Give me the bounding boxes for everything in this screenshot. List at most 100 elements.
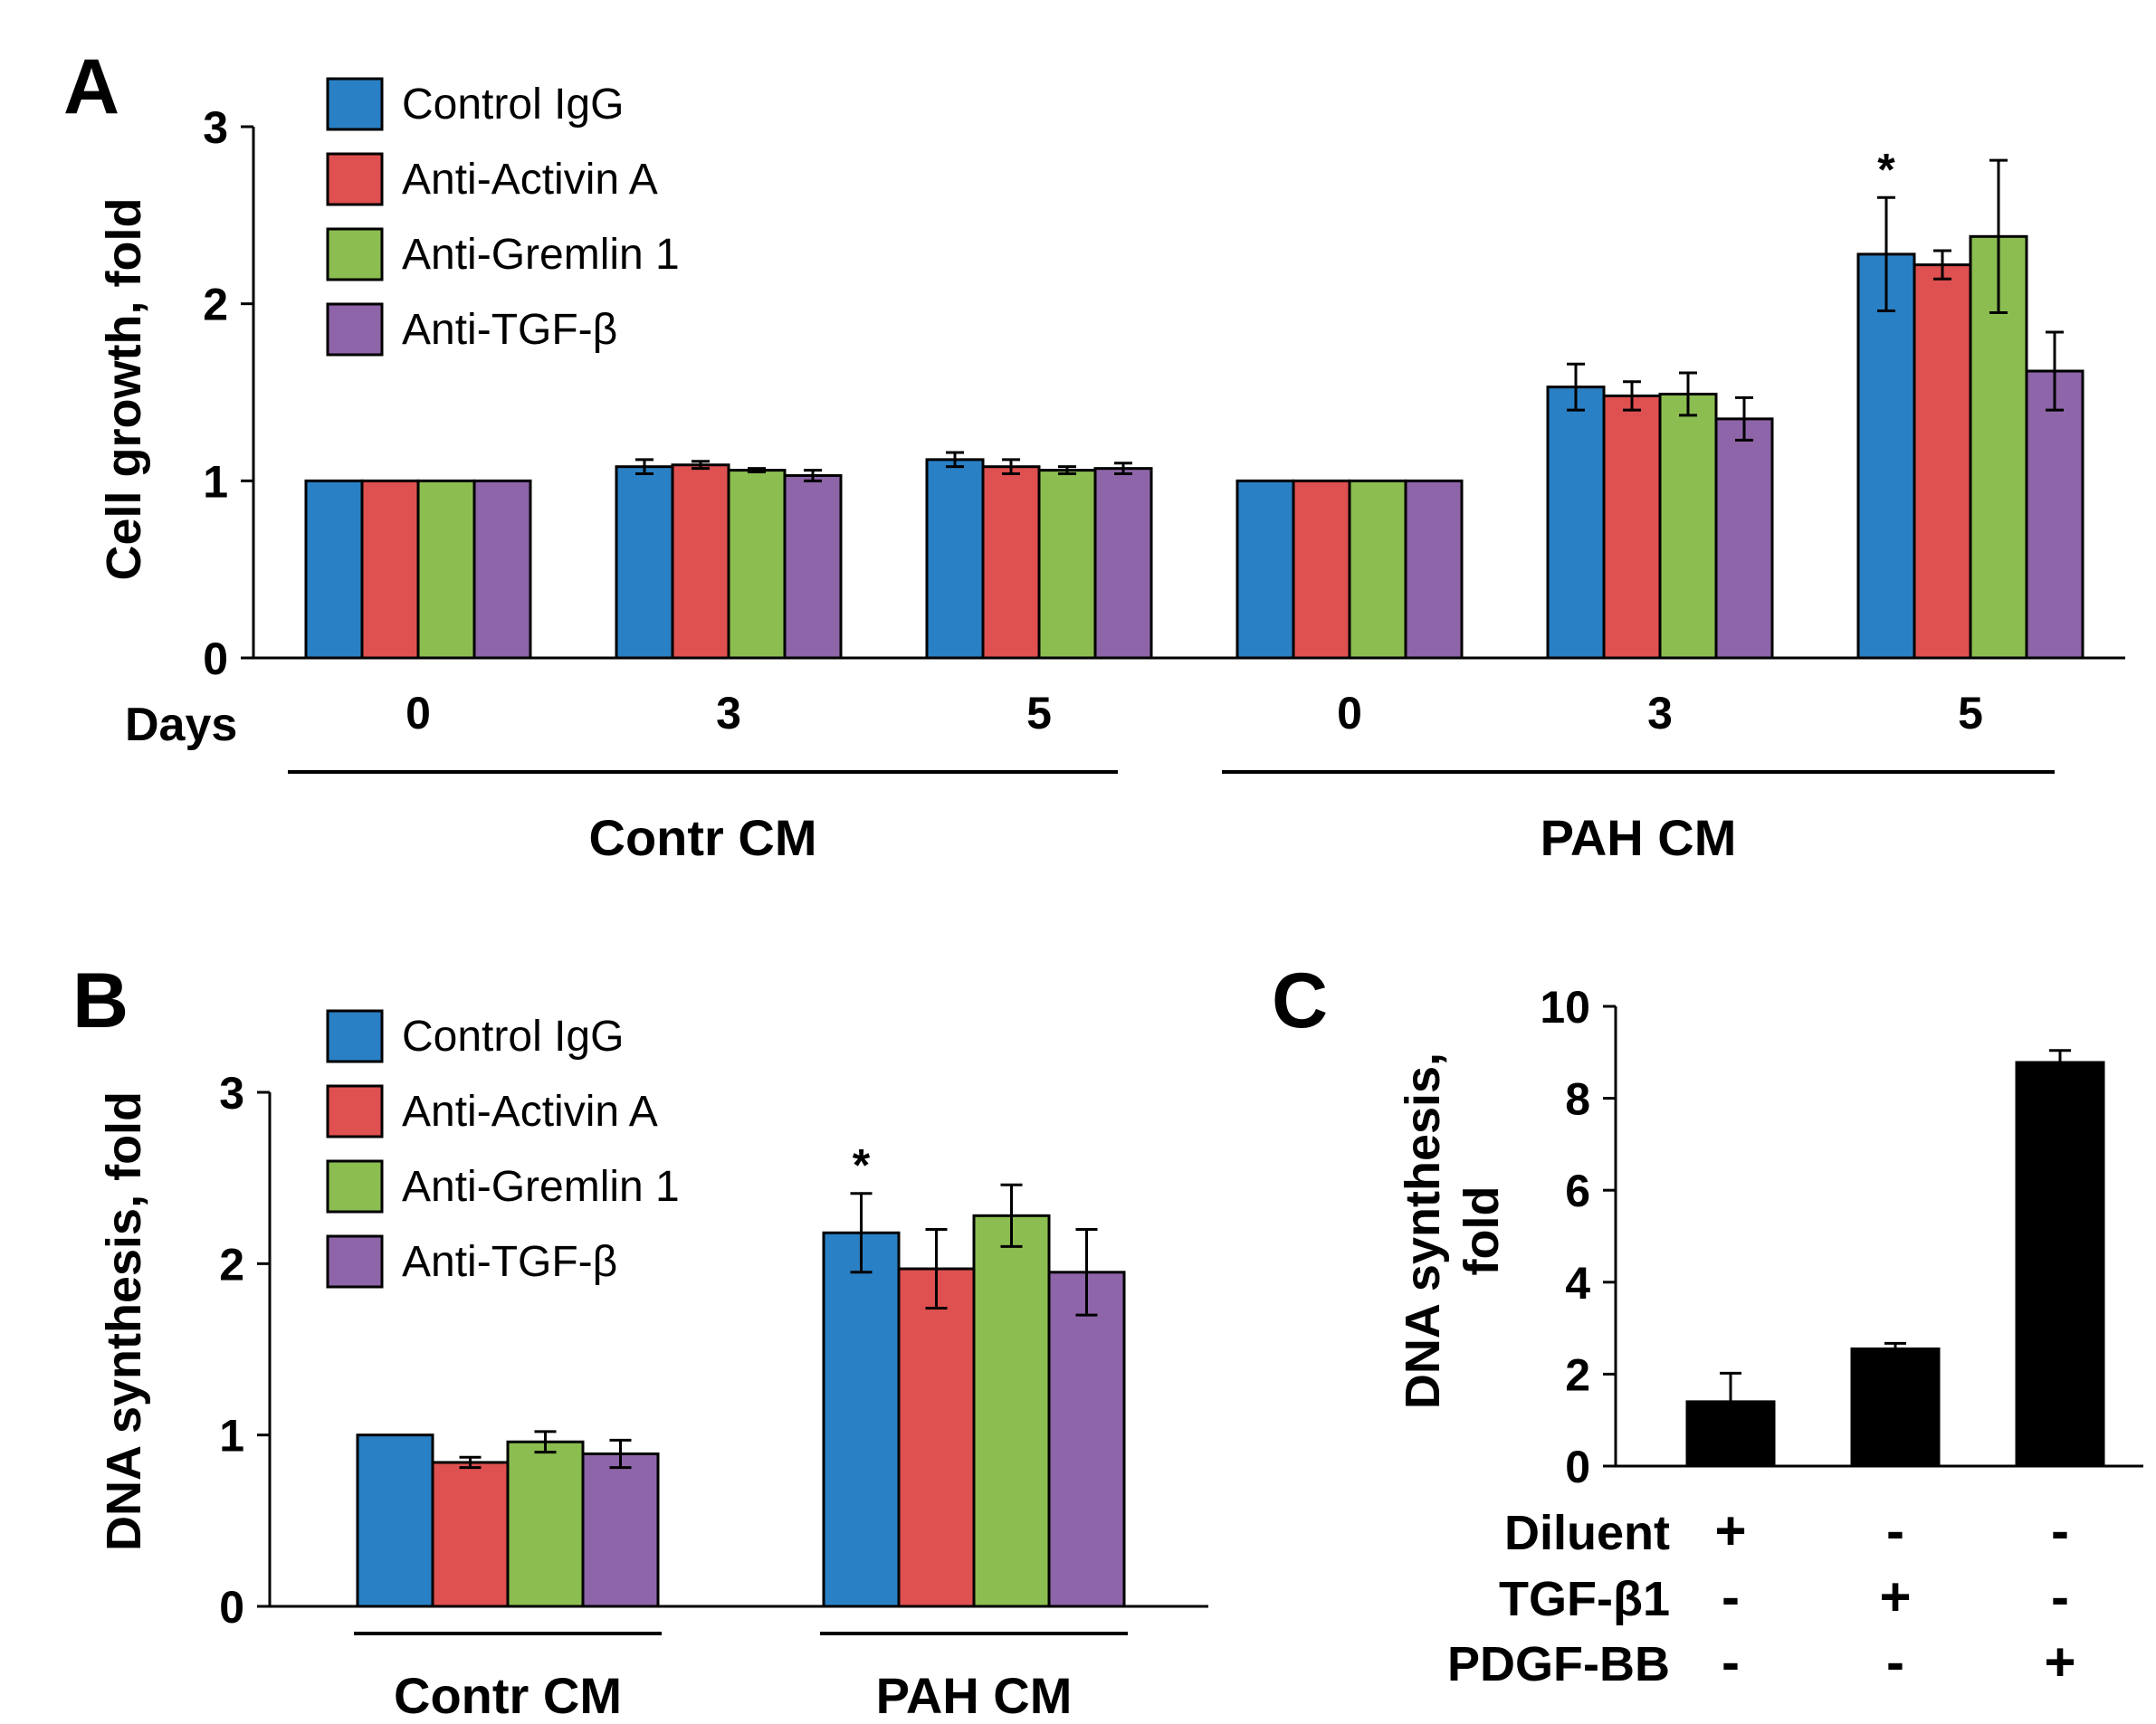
panel-c-treatment-sign: -	[1722, 1567, 1740, 1627]
panel-a-bar	[1546, 386, 1606, 660]
panel-b-ylabel: DNA synthesis, fold	[97, 1091, 151, 1551]
panel-c-treatment-table: Diluent + - -TGF-β1- + -PDGF-BB - - +	[1447, 1500, 2076, 1692]
panel-a-bar	[304, 479, 364, 660]
panel-c-axes: 0 2 4 6 8 10	[1540, 982, 2143, 1492]
panel-b-bar	[972, 1214, 1051, 1608]
panel-c-treatment-label: TGF-β1	[1499, 1572, 1670, 1626]
panel-a-bar	[1913, 263, 1972, 660]
panel-b-legend-swatch	[326, 1009, 384, 1063]
panel-a-bar	[2025, 369, 2084, 660]
panel-b-bar	[822, 1231, 901, 1608]
panel-a-y-tick-label: 2	[203, 280, 228, 330]
panel-b-y-tick-label: 2	[219, 1239, 244, 1290]
panel-a-x-tick-label: 5	[1958, 688, 1983, 738]
panel-c-y-tick-label: 0	[1565, 1442, 1590, 1492]
panel-c-letter: C	[1272, 957, 1328, 1044]
panel-c-bar	[1850, 1347, 1941, 1468]
panel-a-bar	[1856, 252, 1916, 660]
panel-b-legend-label: Control IgG	[402, 1013, 624, 1061]
panel-b-legend-label: Anti-Gremlin 1	[402, 1163, 680, 1211]
panel-c-treatment-sign: +	[1714, 1500, 1746, 1561]
panel-c-treatment-sign: -	[1722, 1632, 1740, 1692]
panel-a-y-tick-label: 0	[203, 633, 228, 684]
panel-b-bar	[1047, 1271, 1126, 1608]
panel-b-significance-star: *	[853, 1140, 871, 1191]
panel-a-y-tick-label: 3	[203, 102, 228, 153]
panel-b-bar	[356, 1433, 434, 1608]
panel-a-bar	[925, 458, 985, 660]
panel-b-bars: *	[356, 1140, 1126, 1608]
panel-a-bar	[1292, 479, 1351, 660]
panel-a-bar	[727, 469, 787, 660]
panel-a-x-tick-label: 0	[405, 688, 431, 738]
panel-a-legend-swatch	[326, 77, 384, 131]
panel-a: A Cell growth, fold 0 1 2 3 0 3 5 0 3 5 * Control…	[63, 43, 2125, 866]
panel-a-bar	[981, 465, 1041, 660]
panel-a-legend-swatch	[326, 152, 384, 206]
panel-a-bar	[1348, 479, 1407, 660]
panel-a-x-tick-label: 3	[716, 688, 741, 738]
panel-b-x-tick-label: Contr CM	[394, 1667, 622, 1724]
panel-a-bar	[416, 479, 476, 660]
panel-a-group-label: Contr CM	[589, 809, 817, 866]
panel-a-x-tick-label: 0	[1337, 688, 1362, 738]
panel-b-legend-label: Anti-Activin A	[402, 1088, 658, 1136]
panel-b-bar	[897, 1267, 976, 1608]
panel-a-days-label: Days	[125, 699, 237, 751]
panel-a-x-tick-label: 5	[1026, 688, 1052, 738]
panel-a-bar	[671, 463, 730, 660]
panel-c-y-tick-label: 2	[1565, 1349, 1590, 1400]
panel-a-bar	[783, 473, 843, 660]
panel-b-y-tick-label: 1	[219, 1411, 244, 1462]
panel-b-legend-label: Anti-TGF-β	[402, 1238, 617, 1286]
panel-a-bar	[1235, 479, 1295, 660]
panel-a-legend-label: Anti-TGF-β	[402, 306, 617, 354]
panel-c-y-tick-label: 8	[1565, 1074, 1590, 1125]
panel-c-y-tick-label: 10	[1540, 982, 1590, 1033]
panel-c-treatment-label: Diluent	[1504, 1506, 1670, 1560]
panel-b-bar	[506, 1440, 585, 1608]
panel-a-y-tick-label: 1	[203, 456, 228, 507]
panel-c-treatment-sign: -	[1886, 1632, 1904, 1692]
panel-a-bar	[1658, 392, 1718, 660]
panel-b-legend-swatch	[326, 1084, 384, 1138]
panel-a-bar	[1714, 417, 1774, 660]
panel-a-legend-label: Anti-Gremlin 1	[402, 231, 680, 279]
panel-a-legend-label: Control IgG	[402, 81, 624, 129]
panel-c-ylabel-line1: DNA synthesis,	[1396, 1052, 1450, 1409]
panel-a-legend-swatch	[326, 227, 384, 281]
panel-a-legend: Control IgG Anti-Activin A Anti-Gremlin 1 A…	[326, 77, 680, 357]
panel-b-y-tick-label: 0	[219, 1582, 244, 1633]
panel-c-y-tick-label: 6	[1565, 1166, 1590, 1216]
panel-b-legend: Control IgG Anti-Activin A Anti-Gremlin 1 A…	[326, 1009, 680, 1289]
panel-a-groups: Contr CM PAH CM	[288, 770, 2055, 866]
panel-b-bar	[581, 1452, 660, 1608]
panel-c-treatment-sign: +	[1879, 1567, 1911, 1627]
panel-a-ylabel: Cell growth, fold	[97, 198, 151, 581]
panel-a-bar	[360, 479, 420, 660]
panel-a-bar	[1093, 467, 1153, 660]
panel-b-legend-swatch	[326, 1234, 384, 1289]
panel-c-ylabel-line2: fold	[1455, 1186, 1509, 1276]
panel-b-legend-swatch	[326, 1159, 384, 1214]
panel-c-treatment-label: PDGF-BB	[1447, 1637, 1670, 1691]
panel-b-y-tick-label: 3	[219, 1068, 244, 1119]
panel-b-x-tick-label: PAH CM	[876, 1667, 1073, 1724]
panel-c-treatment-sign: -	[2051, 1500, 2069, 1561]
panel-a-legend-swatch	[326, 302, 384, 357]
panel-b: B DNA synthesis, fold 0 1 2 3 * Control IgG…	[72, 957, 1208, 1724]
panel-a-bar	[1037, 469, 1097, 660]
panel-a-bar	[1602, 394, 1662, 660]
panel-a-bar	[1404, 479, 1464, 660]
panel-a-axes: 0 1 2 3 0 3 5 0 3 5	[203, 102, 2125, 738]
panel-c-treatment-sign: +	[2044, 1632, 2075, 1692]
panel-a-legend-label: Anti-Activin A	[402, 156, 658, 204]
panel-c-bar	[2015, 1061, 2105, 1468]
panel-a-letter: A	[63, 43, 119, 130]
panel-a-bar	[615, 465, 674, 660]
panel-c-y-tick-label: 4	[1565, 1258, 1590, 1309]
panel-b-groups: Contr CM PAH CM	[354, 1632, 1128, 1724]
panel-b-bar	[431, 1461, 510, 1608]
